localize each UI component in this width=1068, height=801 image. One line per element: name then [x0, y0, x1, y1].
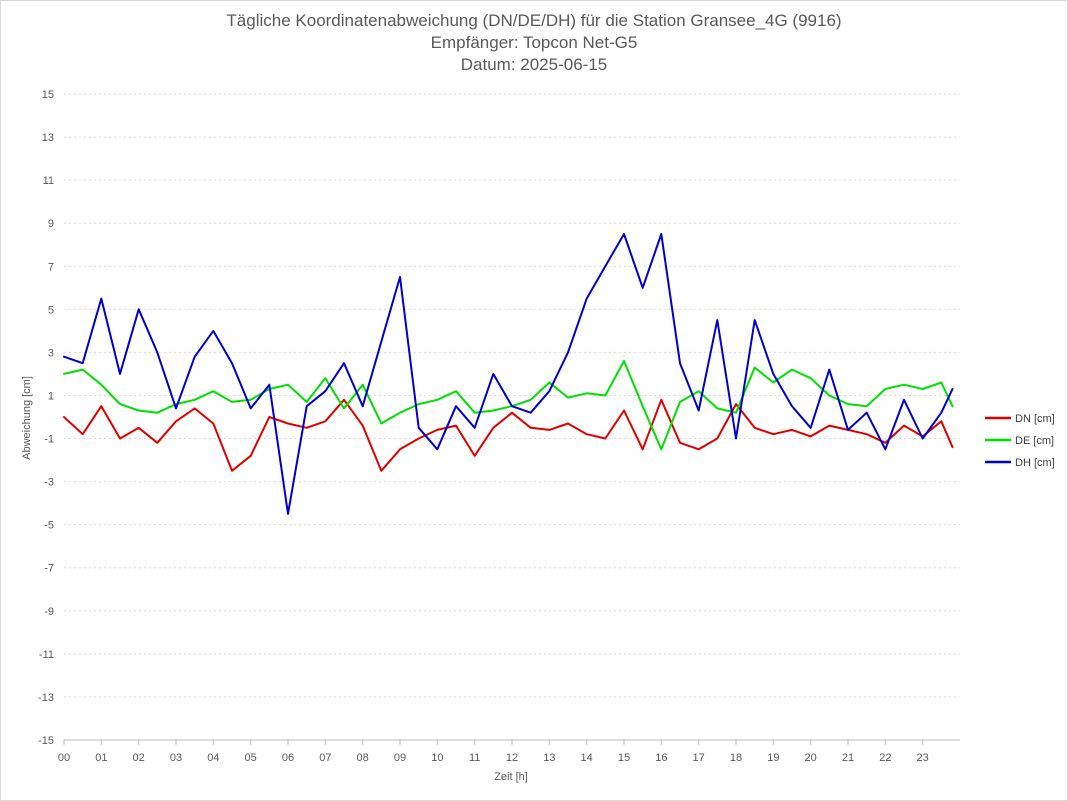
x-tick-label: 20 — [805, 752, 817, 764]
x-tick-label: 12 — [506, 752, 518, 764]
x-tick-label: 02 — [133, 752, 145, 764]
y-tick-label: -13 — [38, 692, 54, 704]
x-tick-label: 22 — [879, 752, 891, 764]
y-tick-label: -9 — [44, 606, 54, 618]
y-tick-label: 5 — [48, 304, 54, 316]
gridlines — [64, 93, 960, 741]
legend-label: DN [cm] — [1015, 413, 1055, 425]
x-tick-label: 16 — [655, 752, 667, 764]
x-tick-label: 17 — [693, 752, 705, 764]
x-tick-label: 21 — [842, 752, 854, 764]
x-axis-ticks: 00 01 02 03 04 05 06 07 08 09 10 11 12 13 14 15 16 17 18 19… — [58, 740, 929, 764]
series-line-de — [63, 360, 954, 451]
y-tick-label: -3 — [44, 477, 54, 489]
y-tick-label: 13 — [42, 132, 54, 144]
x-tick-label: 13 — [543, 752, 555, 764]
x-tick-label: 18 — [730, 752, 742, 764]
x-tick-label: 10 — [431, 752, 443, 764]
y-tick-label: -11 — [39, 649, 54, 661]
legend: DN [cm] DE [cm] DH [cm] — [985, 413, 1055, 469]
y-tick-label: -7 — [44, 563, 54, 575]
chart-date: Datum: 2025-06-15 — [460, 55, 608, 74]
legend-label: DE [cm] — [1015, 435, 1054, 447]
x-tick-label: 08 — [357, 752, 369, 764]
x-tick-label: 07 — [319, 752, 331, 764]
x-tick-label: 06 — [282, 752, 294, 764]
y-tick-label: 11 — [43, 175, 54, 187]
y-tick-label: 15 — [42, 89, 54, 101]
x-tick-label: 23 — [917, 752, 929, 764]
x-tick-label: 05 — [245, 752, 257, 764]
y-tick-label: -1 — [44, 434, 54, 446]
y-axis-ticks: 15 13 11 9 7 5 3 1 -1 -3 -5 -7 -9 -11 -13 -15 — [38, 89, 54, 747]
x-tick-label: 15 — [618, 752, 630, 764]
series-layer — [63, 233, 954, 515]
y-tick-label: 1 — [48, 390, 54, 402]
x-tick-label: 04 — [207, 752, 219, 764]
y-axis-title: Abweichung [cm] — [21, 376, 33, 460]
y-tick-label: -15 — [38, 735, 54, 747]
series-line-dn — [63, 398, 954, 472]
x-tick-label: 00 — [58, 752, 70, 764]
series-line-dh — [63, 233, 954, 515]
x-tick-label: 01 — [95, 752, 107, 764]
x-axis-title: Zeit [h] — [494, 771, 528, 783]
chart-titles: Tägliche Koordinatenabweichung (DN/DE/DH… — [0, 10, 1068, 76]
x-tick-label: 11 — [469, 752, 480, 764]
chart-subtitle: Empfänger: Topcon Net-G5 — [430, 33, 638, 52]
chart-title: Tägliche Koordinatenabweichung (DN/DE/DH… — [226, 11, 842, 30]
y-tick-label: 9 — [48, 218, 54, 230]
y-tick-label: -5 — [44, 520, 54, 532]
y-tick-label: 3 — [48, 347, 54, 359]
x-tick-label: 19 — [767, 752, 779, 764]
legend-label: DH [cm] — [1015, 457, 1055, 469]
x-tick-label: 03 — [170, 752, 182, 764]
y-tick-label: 7 — [48, 261, 54, 273]
x-tick-label: 09 — [394, 752, 406, 764]
x-tick-label: 14 — [581, 752, 593, 764]
